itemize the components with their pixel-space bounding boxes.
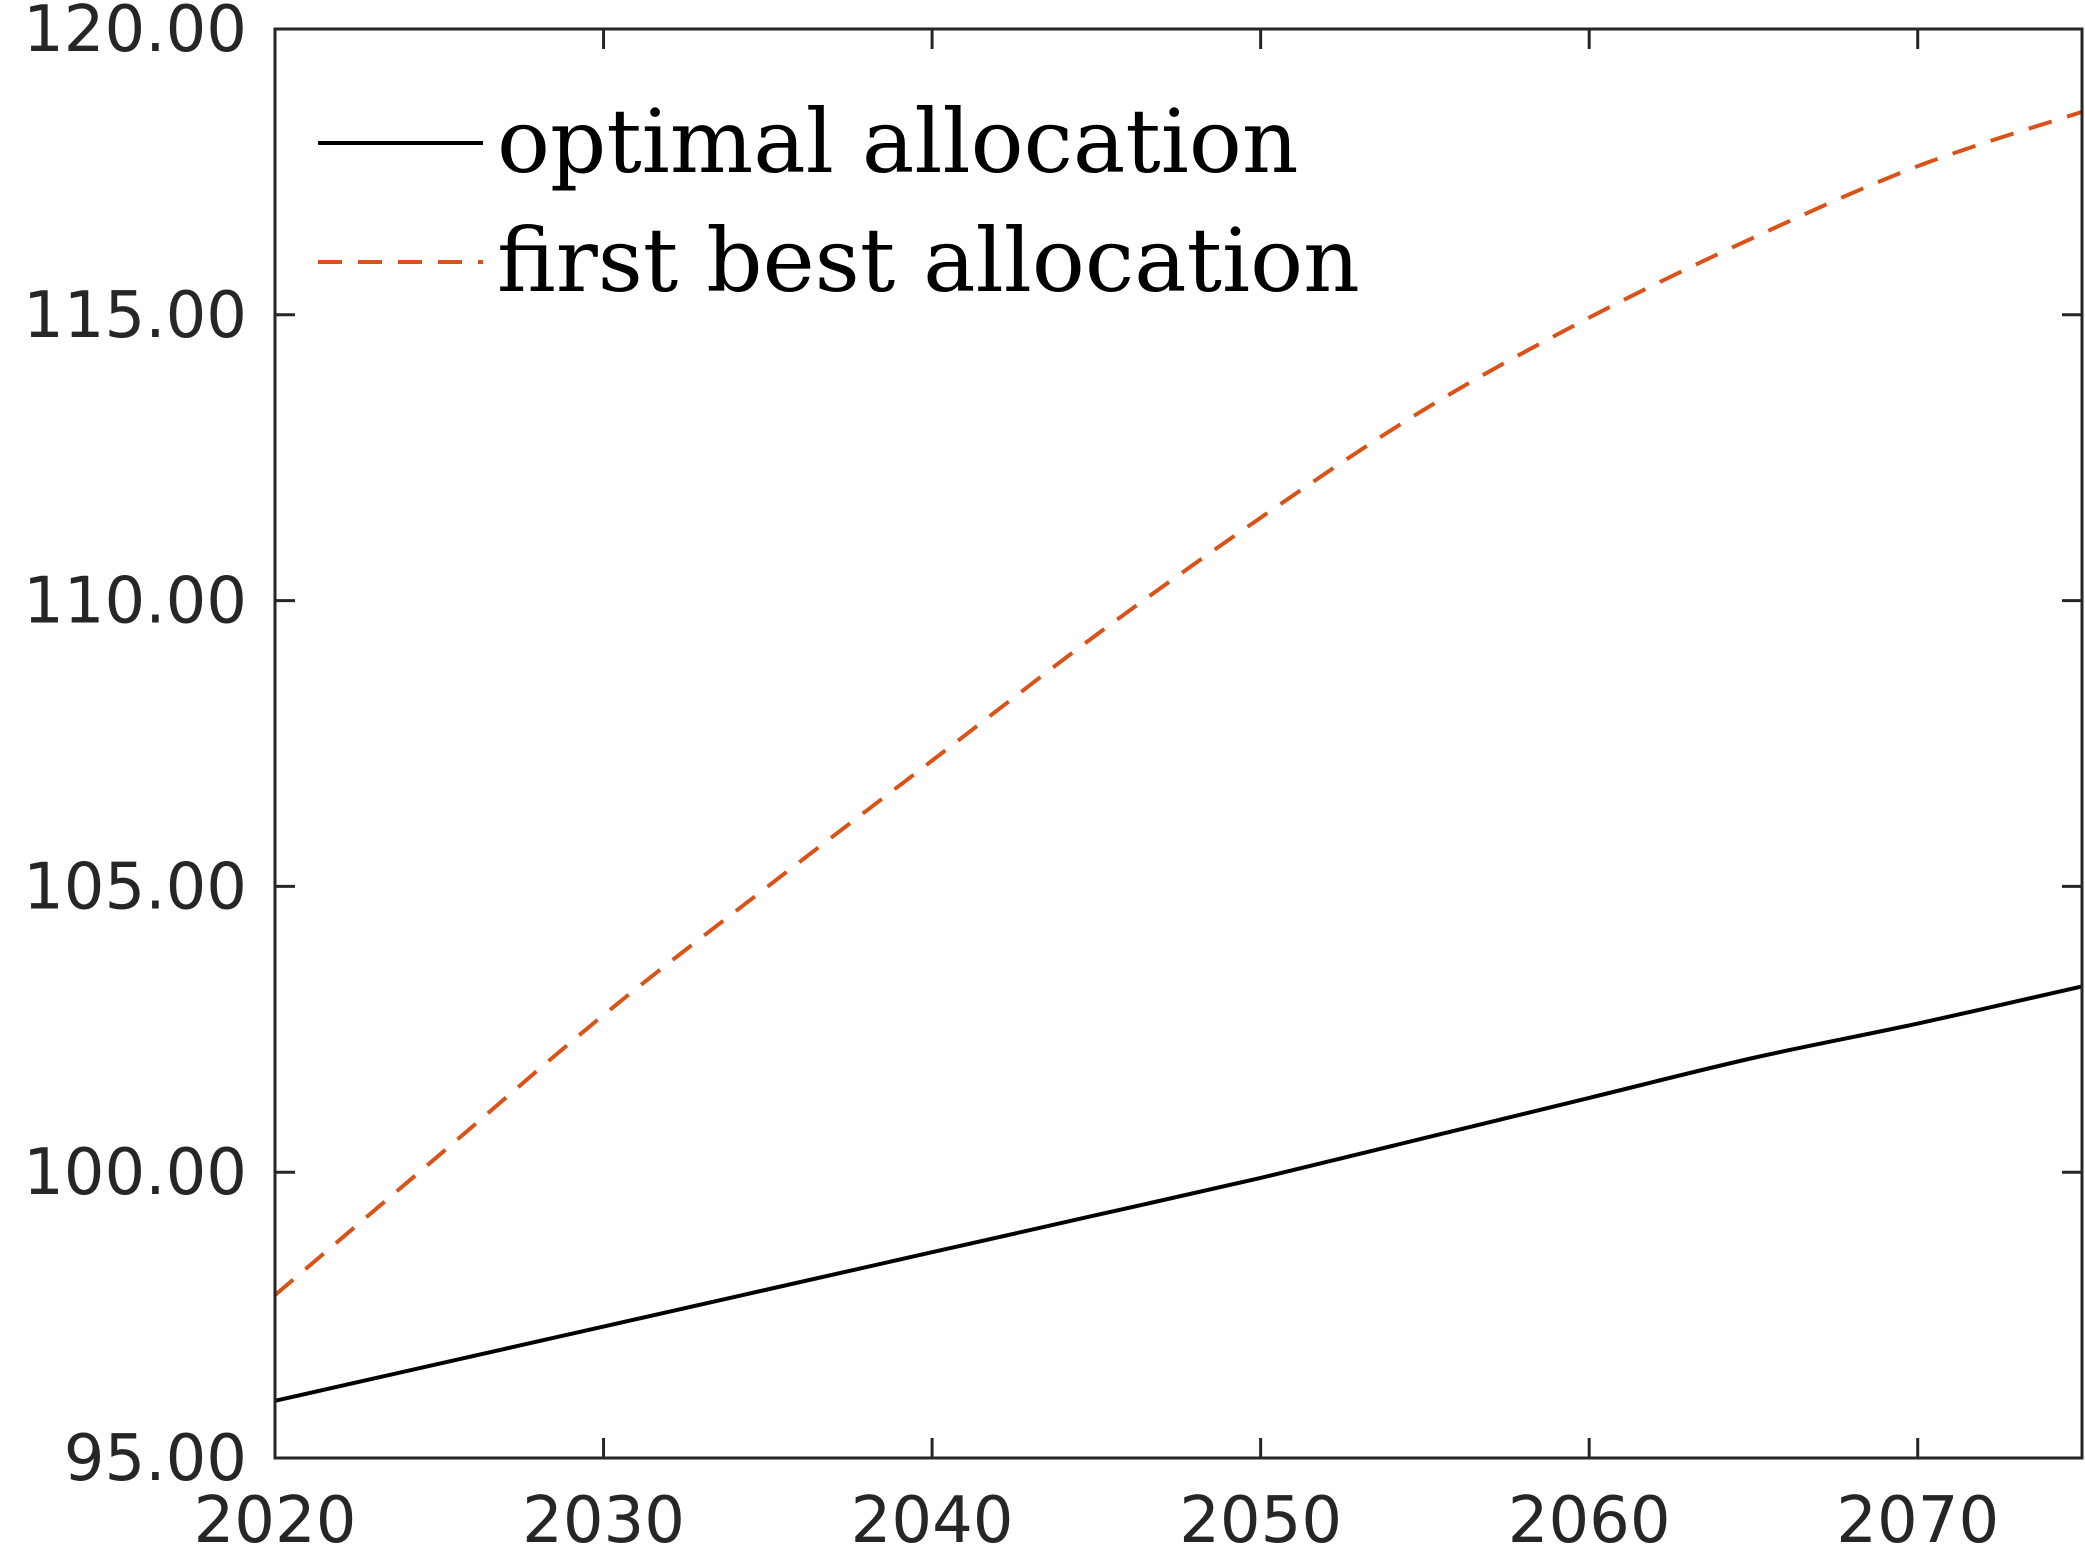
series-line-first-best-allocation	[273, 109, 2083, 1297]
y-tick-label: 95.00	[64, 1422, 247, 1496]
x-tick-label: 2050	[1179, 1484, 1342, 1554]
legend-label: first best allocation	[497, 209, 1360, 312]
y-axis-tick-labels: 95.00 100.00 105.00 110.00 115.00 120.00	[23, 0, 247, 1496]
y-tick-label: 120.00	[23, 0, 247, 67]
y-tick-label: 100.00	[23, 1136, 247, 1210]
y-tick-label: 105.00	[23, 850, 247, 924]
axis-ticks	[273, 27, 2082, 1460]
plot-area-frame	[273, 27, 2084, 1460]
y-tick-label: 110.00	[23, 565, 247, 639]
legend: optimal allocation first best allocation	[318, 90, 1360, 312]
series-layer	[273, 109, 2083, 1403]
x-tick-label: 2030	[522, 1484, 685, 1554]
x-tick-label: 2040	[851, 1484, 1014, 1554]
x-tick-label: 2070	[1836, 1484, 1999, 1554]
x-tick-label: 2060	[1508, 1484, 1671, 1554]
series-line-optimal-allocation	[274, 984, 2083, 1403]
x-tick-label: 2020	[194, 1484, 357, 1554]
y-tick-label: 115.00	[23, 279, 247, 353]
legend-label: optimal allocation	[497, 90, 1299, 193]
x-axis-tick-labels: 2020 2030 2040 2050 2060 2070	[194, 1484, 2000, 1554]
